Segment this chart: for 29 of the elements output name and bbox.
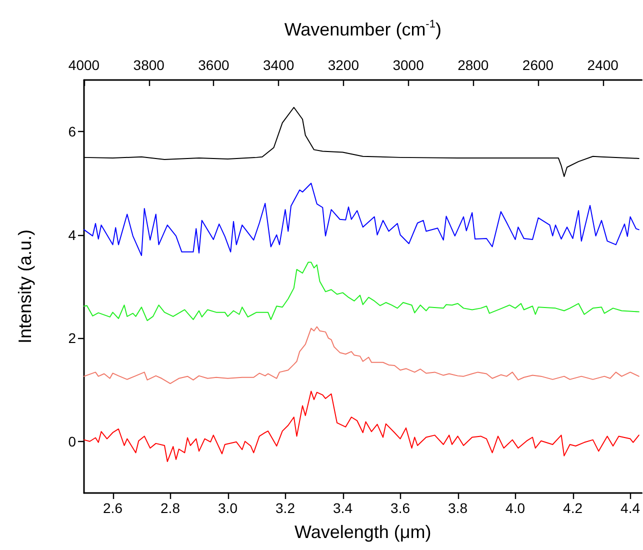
x-tick-label: 3.6 [390, 500, 410, 516]
x2-tick-label: 3000 [392, 57, 424, 73]
x-tick-label: 3.2 [276, 500, 296, 516]
line-series [84, 326, 640, 384]
line-series [84, 262, 640, 322]
x2-tick-label: 3800 [133, 57, 165, 73]
y-tick-label: 6 [68, 124, 76, 140]
x2-tick-label: 4000 [68, 57, 100, 73]
x-tick-label: 3.4 [333, 500, 353, 516]
x-tick-label: 4.2 [563, 500, 583, 516]
line-series [84, 390, 640, 462]
y-axis-title: Intensity (a.u.) [15, 229, 35, 344]
x2-tick-label: 3600 [198, 57, 230, 73]
x2-tick-label: 3200 [328, 57, 360, 73]
x2-tick-label: 2600 [522, 57, 554, 73]
y-tick-label: 0 [68, 433, 76, 450]
y-tick-label: 2 [68, 330, 76, 346]
x2-tick-label: 2800 [458, 57, 489, 73]
x-tick-label: 4.0 [506, 500, 526, 516]
x2-tick-label: 2400 [587, 57, 619, 73]
x-tick-label: 4.4 [620, 500, 640, 516]
y-tick-label: 4 [68, 226, 76, 243]
x-tick-label: 3.8 [448, 500, 468, 516]
x-tick-label: 3.0 [218, 500, 238, 516]
x-tick-label: 2.6 [103, 500, 123, 516]
x-axis-title: Wavelength (μm) [294, 522, 432, 542]
x2-tick-label: 3400 [262, 57, 294, 73]
line-series [84, 182, 640, 256]
x-tick-label: 2.8 [160, 500, 180, 516]
